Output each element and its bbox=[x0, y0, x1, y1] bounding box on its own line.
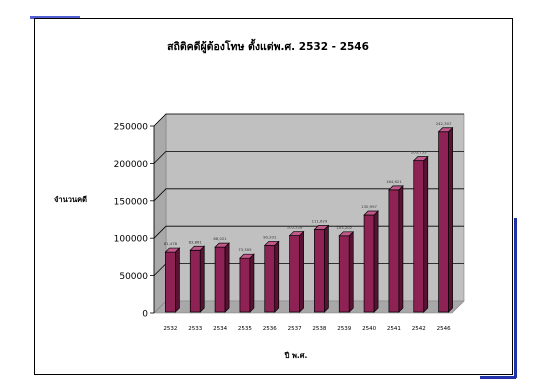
bar bbox=[412, 155, 429, 313]
bar-front bbox=[363, 214, 375, 313]
bar-front bbox=[413, 160, 425, 313]
bar-top bbox=[239, 253, 255, 259]
data-label: 90,331 bbox=[263, 234, 277, 239]
x-tick-label: 2537 bbox=[288, 326, 302, 332]
bar-top bbox=[288, 231, 305, 236]
bar bbox=[263, 240, 280, 313]
bar bbox=[189, 245, 206, 313]
bar-top bbox=[388, 185, 404, 191]
chart-side-wall bbox=[153, 113, 167, 314]
bar-top bbox=[164, 247, 181, 253]
x-tick-label: 2538 bbox=[312, 326, 326, 332]
bar bbox=[437, 126, 454, 313]
bar-top bbox=[412, 156, 429, 161]
bar-top bbox=[363, 210, 379, 216]
bar-front bbox=[314, 229, 325, 313]
bar-side bbox=[199, 245, 205, 313]
bar-top bbox=[437, 127, 454, 133]
x-axis-label: ปี พ.ศ. bbox=[284, 351, 308, 360]
data-label: 111,629 bbox=[312, 219, 328, 224]
bar-side bbox=[274, 240, 280, 313]
data-label: 103,528 bbox=[287, 225, 303, 230]
bar-side bbox=[423, 155, 429, 313]
y-tick-label: 150000 bbox=[114, 197, 149, 207]
x-tick-label: 2536 bbox=[263, 326, 277, 332]
bar-side bbox=[224, 242, 230, 313]
bar bbox=[239, 253, 255, 313]
x-tick-label: 2535 bbox=[238, 326, 252, 332]
y-axis-label: จำนวนคดี bbox=[54, 195, 87, 204]
chart-floor bbox=[153, 300, 465, 314]
data-label: 103,202 bbox=[336, 225, 352, 230]
x-tick-label: 2540 bbox=[362, 326, 376, 332]
bar-top bbox=[214, 242, 230, 248]
slide-accent-line-right bbox=[514, 218, 517, 378]
bar-side bbox=[448, 126, 453, 313]
gridline bbox=[153, 150, 464, 164]
gridline bbox=[153, 113, 464, 127]
bar-front bbox=[239, 257, 251, 313]
gridline bbox=[153, 188, 464, 202]
bar-front bbox=[264, 245, 276, 313]
x-tick-label: 2541 bbox=[387, 326, 401, 332]
bar bbox=[164, 247, 181, 313]
bar bbox=[214, 242, 230, 313]
data-label: 130,997 bbox=[361, 204, 377, 209]
x-tick-label: 2532 bbox=[163, 326, 177, 332]
x-tick-label: 2534 bbox=[213, 326, 227, 332]
bar-front bbox=[165, 251, 176, 313]
bar bbox=[388, 185, 404, 313]
bar-front bbox=[438, 131, 449, 313]
y-tick-label: 100000 bbox=[114, 235, 149, 245]
bar-top bbox=[263, 241, 280, 246]
chart-title: สถิติคดีผู้ต้องโทษ ตั้งแต่พ.ศ. 2532 - 25… bbox=[167, 38, 369, 54]
data-label: 81,478 bbox=[164, 241, 178, 246]
data-label: 83,861 bbox=[189, 239, 203, 244]
data-label: 88,021 bbox=[213, 236, 227, 241]
bar-top bbox=[338, 231, 355, 237]
bar-side bbox=[299, 230, 304, 313]
bar-top bbox=[313, 225, 330, 230]
bar-side bbox=[324, 224, 329, 313]
data-label: 73,305 bbox=[238, 247, 252, 252]
bar-side bbox=[348, 230, 354, 313]
bar-top bbox=[189, 245, 206, 251]
bar bbox=[363, 210, 379, 313]
bar bbox=[338, 230, 355, 313]
bar-front bbox=[388, 189, 400, 313]
plot-area: 0 50000 100000 150000 200000 250000 81,478 2532… bbox=[114, 113, 465, 332]
x-tick-label: 2546 bbox=[437, 326, 451, 332]
data-label: 242,307 bbox=[436, 121, 452, 126]
bar-side bbox=[373, 210, 379, 313]
bar bbox=[288, 230, 305, 313]
bar-side bbox=[398, 185, 404, 313]
bar-front bbox=[338, 235, 350, 313]
x-tick-label: 2533 bbox=[188, 326, 202, 332]
slide-accent-line-bottom bbox=[480, 376, 516, 379]
x-tick-label: 2539 bbox=[337, 326, 351, 332]
data-label: 164,621 bbox=[386, 179, 402, 184]
x-tick-label: 2542 bbox=[412, 326, 426, 332]
y-tick-label: 250000 bbox=[114, 123, 149, 133]
data-label: 203,753 bbox=[411, 150, 427, 155]
bar-front bbox=[189, 249, 201, 313]
bar-side bbox=[175, 247, 180, 313]
y-tick-label: 50000 bbox=[119, 272, 148, 282]
bar bbox=[313, 224, 330, 313]
y-tick-label: 200000 bbox=[114, 160, 149, 170]
bar-front bbox=[289, 235, 300, 313]
bar-front bbox=[214, 246, 226, 313]
slide-accent-line-top bbox=[30, 16, 80, 19]
y-tick-label: 0 bbox=[142, 310, 148, 320]
bar-side bbox=[249, 253, 255, 313]
